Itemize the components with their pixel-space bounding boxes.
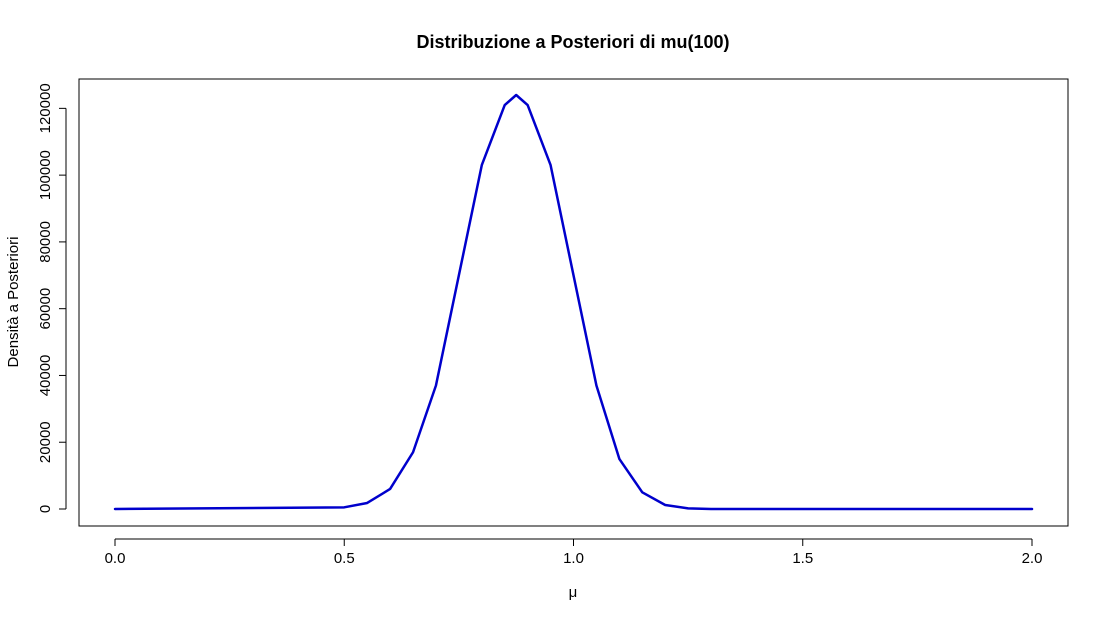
series-layer (113, 93, 1034, 511)
y-tick-label: 100000 (37, 150, 54, 200)
y-tick-label: 60000 (37, 288, 54, 330)
y-tick-label: 40000 (37, 355, 54, 397)
x-tick-label: 0.5 (334, 550, 355, 567)
posterior-density-line (113, 93, 1034, 511)
y-axis-label: Densità a Posteriori (5, 237, 22, 368)
plot-area (78, 78, 1069, 527)
y-tick-label: 20000 (37, 421, 54, 463)
x-tick-label: 0.0 (105, 550, 126, 567)
y-tick-label: 120000 (37, 83, 54, 133)
x-axis-label: μ (569, 584, 578, 601)
chart-title: Distribuzione a Posteriori di mu(100) (416, 32, 729, 52)
x-tick-label: 2.0 (1022, 550, 1043, 567)
y-tick-label: 0 (37, 505, 54, 513)
x-tick-label: 1.0 (563, 550, 584, 567)
axes-layer: 0.0 0.5 1.0 1.5 2.0 0 20000 40000 60000 80000 1000… (37, 83, 1042, 567)
y-tick-label: 80000 (37, 221, 54, 263)
x-tick-label: 1.5 (792, 550, 813, 567)
